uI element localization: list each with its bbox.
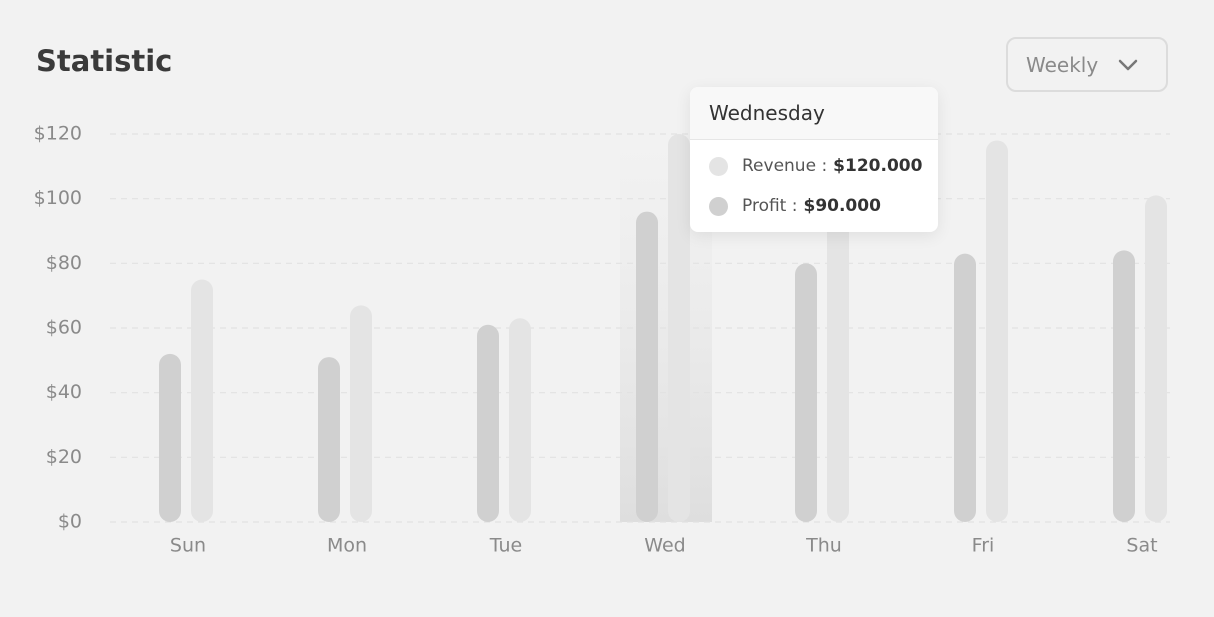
bar — [509, 318, 531, 522]
bar — [350, 305, 372, 522]
x-tick-label: Tue — [489, 535, 522, 557]
bar — [1113, 250, 1135, 522]
x-tick-label: Sun — [170, 535, 206, 557]
widget-title: Statistic — [36, 44, 173, 78]
y-tick-label: $0 — [58, 511, 82, 533]
y-tick-label: $80 — [46, 252, 82, 274]
bar — [795, 263, 817, 522]
bar — [159, 353, 181, 522]
x-tick-label: Fri — [972, 535, 995, 557]
tooltip: Wednesday Revenue : $120.000 Profit : $9… — [690, 87, 938, 232]
tooltip-label: Revenue : — [742, 156, 828, 176]
tooltip-value: $120.000 — [833, 156, 923, 176]
bar — [1145, 195, 1167, 522]
legend-dot — [709, 196, 728, 216]
legend-dot — [709, 156, 728, 176]
bar — [318, 357, 340, 522]
x-tick-label: Wed — [644, 535, 685, 557]
bar — [191, 279, 213, 522]
bar — [668, 134, 690, 522]
dropdown-label: Weekly — [1026, 52, 1099, 77]
y-tick-label: $40 — [46, 381, 82, 403]
chevron-icon — [1118, 59, 1138, 70]
bar — [636, 211, 658, 522]
bar — [477, 324, 499, 522]
y-tick-label: $120 — [34, 123, 82, 145]
y-tick-label: $100 — [34, 187, 82, 209]
bar — [827, 182, 849, 522]
y-tick-label: $20 — [46, 446, 82, 468]
tooltip-row: Revenue : $120.000 — [690, 146, 938, 186]
tooltip-title: Wednesday — [690, 87, 938, 140]
y-tick-label: $60 — [46, 317, 82, 339]
bar — [986, 140, 1008, 522]
period-dropdown[interactable]: Weekly — [1006, 37, 1168, 92]
x-tick-label: Mon — [327, 535, 367, 557]
x-tick-label: Sat — [1126, 535, 1157, 557]
tooltip-row: Profit : $90.000 — [690, 186, 938, 226]
tooltip-value: $90.000 — [803, 196, 881, 216]
bar — [954, 253, 976, 522]
tooltip-label: Profit : — [742, 196, 798, 216]
x-tick-label: Thu — [805, 535, 842, 557]
